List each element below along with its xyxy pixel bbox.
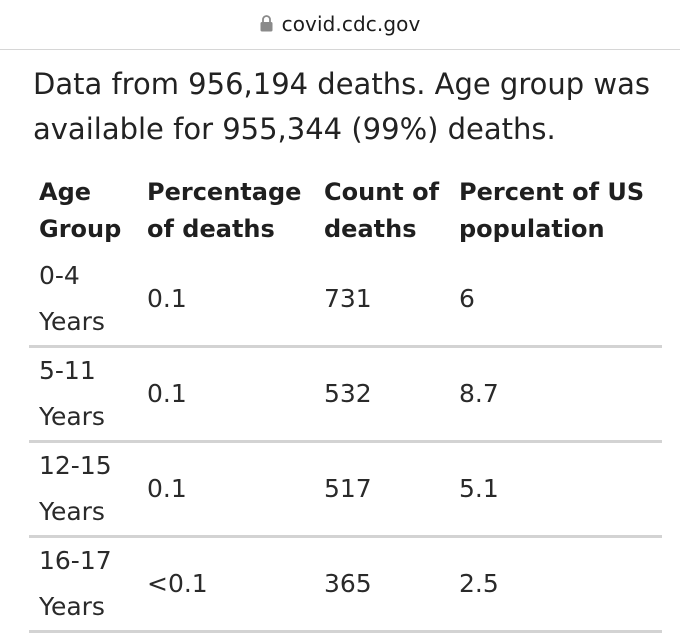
table-row: 12-15 Years 0.1 517 5.1 — [29, 442, 662, 537]
age-group-table: Age Group Percentage of deaths Count of … — [29, 170, 662, 633]
header-percentage-of-deaths: Percentage of deaths — [147, 178, 302, 243]
header-age-group: Age Group — [39, 178, 122, 243]
table-row: 16-17 Years <0.1 365 2.5 — [29, 537, 662, 632]
table-body: 0-4 Years 0.1 731 6 5-11 Years 0.1 532 8… — [29, 253, 662, 632]
cell-age-group: 0-4 Years — [39, 261, 105, 336]
cell-percentage-of-deaths: <0.1 — [147, 569, 208, 598]
intro-text: Data from 956,194 deaths. Age group was … — [33, 67, 650, 146]
header-percent-of-us-population: Percent of US population — [459, 178, 645, 243]
address-bar-content[interactable]: covid.cdc.gov — [260, 12, 421, 36]
cell-percentage-of-deaths: 0.1 — [147, 474, 187, 503]
cell-percent-of-us-population: 5.1 — [459, 474, 499, 503]
cell-percent-of-us-population: 2.5 — [459, 569, 499, 598]
address-bar[interactable]: covid.cdc.gov — [0, 0, 680, 50]
cell-count-of-deaths: 517 — [324, 474, 372, 503]
cell-count-of-deaths: 532 — [324, 379, 372, 408]
lock-icon — [260, 15, 273, 32]
cell-age-group: 12-15 Years — [39, 451, 112, 526]
table-header: Age Group Percentage of deaths Count of … — [29, 170, 662, 253]
header-row: Age Group Percentage of deaths Count of … — [29, 170, 662, 253]
cell-age-group: 16-17 Years — [39, 546, 112, 621]
header-count-of-deaths: Count of deaths — [324, 178, 440, 243]
cell-percent-of-us-population: 8.7 — [459, 379, 499, 408]
cell-percentage-of-deaths: 0.1 — [147, 284, 187, 313]
cell-count-of-deaths: 731 — [324, 284, 372, 313]
cell-count-of-deaths: 365 — [324, 569, 372, 598]
table-row: 0-4 Years 0.1 731 6 — [29, 253, 662, 347]
cell-percentage-of-deaths: 0.1 — [147, 379, 187, 408]
cell-percent-of-us-population: 6 — [459, 284, 475, 313]
table-row: 5-11 Years 0.1 532 8.7 — [29, 347, 662, 442]
url-text[interactable]: covid.cdc.gov — [281, 11, 421, 36]
cell-age-group: 5-11 Years — [39, 356, 105, 431]
